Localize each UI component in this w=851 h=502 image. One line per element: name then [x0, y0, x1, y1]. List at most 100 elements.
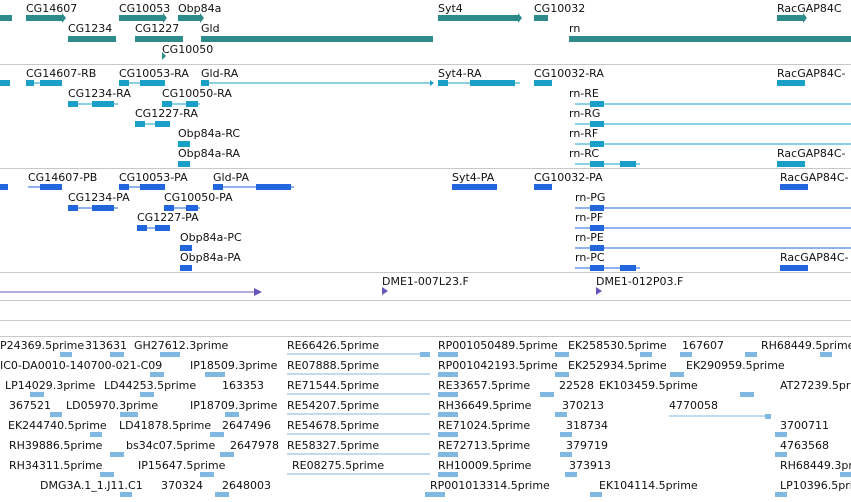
est-track[interactable]: P24369.5prime 313631 GH27612.3prime RE66426…	[0, 336, 851, 502]
est-label[interactable]: EK252934.5prime	[568, 359, 667, 372]
est-label[interactable]: RE71024.5prime	[438, 419, 531, 432]
est-label[interactable]: DMG3A.1_1.J11.C1	[40, 479, 143, 492]
transcript-label[interactable]: CG1234-RA	[68, 87, 131, 100]
gene-label[interactable]: Syt4	[438, 2, 463, 15]
est-label[interactable]: 2648003	[222, 479, 271, 492]
transcript-track-rna-glyphs[interactable]	[0, 64, 851, 168]
est-label[interactable]: IP15647.5prime	[138, 459, 226, 472]
protein-label[interactable]: RacGAP84C-	[780, 251, 849, 264]
clone-end-track[interactable]: DME1-007L23.F DME1-012P03.F	[0, 272, 851, 300]
protein-label[interactable]: Syt4-PA	[452, 171, 495, 184]
est-label[interactable]: 2647496	[222, 419, 271, 432]
est-label[interactable]: 373913	[569, 459, 611, 472]
est-label[interactable]: RP001042193.5prime	[438, 359, 558, 372]
transcript-label[interactable]: CG10032-RA	[534, 67, 604, 80]
est-label[interactable]: 379719	[566, 439, 608, 452]
est-label[interactable]: LD44253.5prime	[104, 379, 197, 392]
protein-label[interactable]: rn-PF	[575, 211, 604, 224]
gene-label[interactable]: CG10053	[119, 2, 171, 15]
transcript-track-protein-glyphs[interactable]	[0, 168, 851, 272]
gene-label[interactable]: CG1227	[135, 22, 180, 35]
est-label[interactable]: LD05970.3prime	[66, 399, 159, 412]
transcript-label[interactable]: CG14607-RB	[26, 67, 97, 80]
est-label[interactable]: RH39886.5prime	[9, 439, 103, 452]
transcript-label[interactable]: rn-RE	[569, 87, 599, 100]
transcript-label[interactable]: Obp84a-RA	[178, 147, 241, 160]
est-label[interactable]: RE54207.5prime	[287, 399, 380, 412]
protein-label[interactable]: RacGAP84C-	[780, 171, 849, 184]
est-label[interactable]: GH27612.3prime	[134, 339, 229, 352]
clone-end-label[interactable]: DME1-012P03.F	[596, 275, 684, 288]
protein-label[interactable]: CG10050-PA	[164, 191, 233, 204]
est-label[interactable]: 163353	[222, 379, 264, 392]
est-label[interactable]: 2647978	[230, 439, 279, 452]
protein-label[interactable]: rn-PE	[575, 231, 604, 244]
est-label[interactable]: 167607	[682, 339, 724, 352]
transcript-label[interactable]: CG10050-RA	[162, 87, 232, 100]
transcript-track-protein[interactable]: CG14607-PB CG10053-PA Gld-PA Syt4-PA CG10032…	[0, 168, 851, 272]
est-label[interactable]: 367521	[9, 399, 51, 412]
protein-label[interactable]: Obp84a-PA	[180, 251, 241, 264]
est-label[interactable]: RE71544.5prime	[287, 379, 380, 392]
est-label[interactable]: RH34311.5prime	[9, 459, 103, 472]
est-label[interactable]: RH68449.3prime	[780, 459, 851, 472]
transcript-label[interactable]: Gld-RA	[201, 67, 239, 80]
est-label[interactable]: RP001050489.5prime	[438, 339, 558, 352]
transcript-label[interactable]: Obp84a-RC	[178, 127, 241, 140]
transcript-label[interactable]: rn-RG	[569, 107, 601, 120]
gene-track-glyphs[interactable]	[0, 0, 851, 64]
transcript-label[interactable]: rn-RC	[569, 147, 600, 160]
est-label[interactable]: RE07888.5prime	[287, 359, 380, 372]
est-label[interactable]: LD41878.5prime	[119, 419, 212, 432]
gene-track[interactable]: CG14607 CG10053 Obp84a Syt4 CG10032 RacGAP84C…	[0, 0, 851, 64]
est-label[interactable]: 370324	[161, 479, 203, 492]
protein-label[interactable]: Obp84a-PC	[180, 231, 242, 244]
est-track-glyphs[interactable]	[0, 336, 851, 502]
protein-label[interactable]: CG1234-PA	[68, 191, 130, 204]
est-label[interactable]: RP001013314.5prime	[430, 479, 550, 492]
est-label[interactable]: EK258530.5prime	[568, 339, 667, 352]
protein-label[interactable]: CG14607-PB	[28, 171, 98, 184]
est-label[interactable]: 313631	[85, 339, 127, 352]
est-label[interactable]: RE66426.5prime	[287, 339, 380, 352]
est-label[interactable]: bs34c07.5prime	[126, 439, 216, 452]
protein-label[interactable]: Gld-PA	[213, 171, 249, 184]
est-label[interactable]: RH36649.5prime	[438, 399, 532, 412]
transcript-label[interactable]: RacGAP84C-	[777, 67, 846, 80]
est-label[interactable]: IP18709.3prime	[190, 399, 278, 412]
clone-end-label[interactable]: DME1-007L23.F	[382, 275, 469, 288]
gene-label[interactable]: Obp84a	[178, 2, 222, 15]
est-label[interactable]: 3700711	[780, 419, 829, 432]
transcript-label[interactable]: CG1227-RA	[135, 107, 198, 120]
est-label[interactable]: RH68449.5prime	[761, 339, 851, 352]
protein-label[interactable]: CG10053-PA	[119, 171, 188, 184]
gene-label[interactable]: rn	[569, 22, 581, 35]
est-label[interactable]: LP10396.5prime	[780, 479, 851, 492]
est-label[interactable]: 318734	[566, 419, 608, 432]
est-label[interactable]: RE54678.5prime	[287, 419, 380, 432]
gene-label[interactable]: CG10032	[534, 2, 586, 15]
est-label[interactable]: RE08275.5prime	[292, 459, 385, 472]
transcript-label[interactable]: Syt4-RA	[438, 67, 482, 80]
est-label[interactable]: P24369.5prime	[0, 339, 85, 352]
gene-label[interactable]: CG10050	[162, 43, 214, 56]
est-label[interactable]: IP18509.3prime	[190, 359, 278, 372]
est-label[interactable]: IC0-DA0010-140700-021-C09	[0, 359, 163, 372]
transcript-label[interactable]: CG10053-RA	[119, 67, 189, 80]
est-label[interactable]: EK104114.5prime	[599, 479, 698, 492]
protein-label[interactable]: CG1227-PA	[137, 211, 199, 224]
gene-label[interactable]: RacGAP84C	[777, 2, 842, 15]
est-label[interactable]: RE58327.5prime	[287, 439, 380, 452]
gene-label[interactable]: CG1234	[68, 22, 113, 35]
est-label[interactable]: LP14029.3prime	[5, 379, 96, 392]
est-label[interactable]: EK244740.5prime	[8, 419, 107, 432]
protein-label[interactable]: CG10032-PA	[534, 171, 603, 184]
protein-label[interactable]: rn-PG	[575, 191, 606, 204]
est-label[interactable]: AT27239.5prime	[780, 379, 851, 392]
est-label[interactable]: 4763568	[780, 439, 829, 452]
est-label[interactable]: 4770058	[669, 399, 718, 412]
gene-label[interactable]: Gld	[201, 22, 220, 35]
est-label[interactable]: RH10009.5prime	[438, 459, 532, 472]
est-label[interactable]: EK103459.5prime	[599, 379, 698, 392]
est-label[interactable]: RE72713.5prime	[438, 439, 531, 452]
